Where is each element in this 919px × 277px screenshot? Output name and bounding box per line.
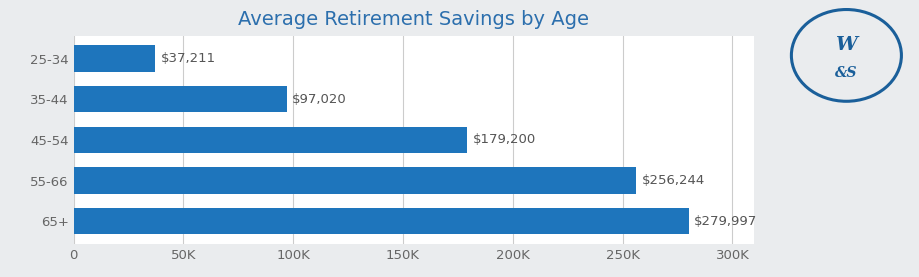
Text: &S: &S <box>834 66 857 80</box>
Bar <box>74 86 287 112</box>
Text: $256,244: $256,244 <box>641 174 704 187</box>
Text: $97,020: $97,020 <box>292 93 346 106</box>
Bar <box>74 127 467 153</box>
Text: $279,997: $279,997 <box>693 215 756 228</box>
Text: $37,211: $37,211 <box>161 52 216 65</box>
Text: $179,200: $179,200 <box>472 134 535 146</box>
Bar <box>74 167 636 194</box>
Bar <box>74 208 687 234</box>
Bar <box>74 45 155 72</box>
Text: W: W <box>834 37 857 54</box>
Title: Average Retirement Savings by Age: Average Retirement Savings by Age <box>238 10 589 29</box>
